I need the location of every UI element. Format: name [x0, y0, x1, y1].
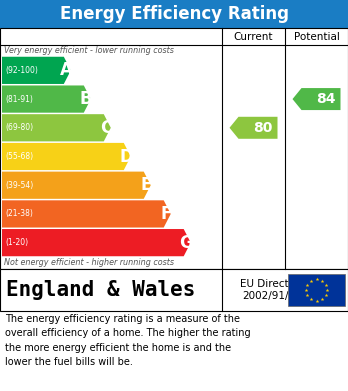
Polygon shape	[2, 57, 71, 84]
Polygon shape	[2, 229, 191, 256]
Text: C: C	[100, 119, 112, 137]
Text: (1-20): (1-20)	[5, 238, 28, 247]
Text: (21-38): (21-38)	[5, 210, 33, 219]
Text: G: G	[179, 234, 193, 252]
Bar	[0, 28, 348, 269]
Bar	[0, 0, 348, 28]
Text: (55-68): (55-68)	[5, 152, 33, 161]
Text: (69-80): (69-80)	[5, 123, 33, 132]
Text: (81-91): (81-91)	[5, 95, 33, 104]
Text: EU Directive
2002/91/EC: EU Directive 2002/91/EC	[240, 279, 304, 301]
Polygon shape	[2, 200, 171, 228]
Text: 80: 80	[253, 121, 272, 135]
Text: Not energy efficient - higher running costs: Not energy efficient - higher running co…	[4, 258, 174, 267]
Text: 84: 84	[316, 92, 335, 106]
Polygon shape	[2, 114, 111, 142]
Text: (39-54): (39-54)	[5, 181, 33, 190]
Text: England & Wales: England & Wales	[6, 280, 195, 300]
Polygon shape	[229, 117, 277, 139]
Bar	[0, 269, 348, 311]
Polygon shape	[2, 143, 131, 170]
Text: Energy Efficiency Rating: Energy Efficiency Rating	[60, 5, 288, 23]
Text: Potential: Potential	[294, 32, 339, 41]
Text: (92-100): (92-100)	[5, 66, 38, 75]
Text: Current: Current	[234, 32, 273, 41]
Text: E: E	[141, 176, 152, 194]
Text: D: D	[119, 147, 133, 165]
Text: A: A	[60, 61, 73, 79]
Polygon shape	[2, 86, 91, 113]
Text: Very energy efficient - lower running costs: Very energy efficient - lower running co…	[4, 46, 174, 55]
Bar	[288, 274, 345, 306]
Text: The energy efficiency rating is a measure of the
overall efficiency of a home. T: The energy efficiency rating is a measur…	[5, 314, 251, 367]
Text: F: F	[160, 205, 172, 223]
Polygon shape	[2, 172, 151, 199]
Polygon shape	[293, 88, 340, 110]
Text: B: B	[80, 90, 93, 108]
